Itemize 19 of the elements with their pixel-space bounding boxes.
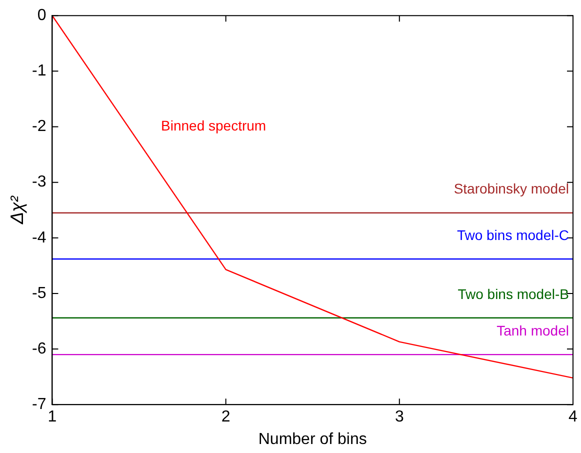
- x-tick-label: 3: [394, 408, 404, 426]
- series-label: Two bins model-B: [458, 286, 569, 302]
- y-axis-title: Δχ²: [7, 195, 27, 226]
- y-tick-label: -3: [32, 174, 46, 191]
- y-tick-label: -1: [32, 62, 46, 80]
- y-tick-label: -7: [32, 396, 46, 414]
- series-label: Binned spectrum: [161, 117, 266, 134]
- series-label: Two bins model-C: [456, 226, 569, 243]
- y-tick-label: -4: [32, 229, 46, 246]
- x-axis-title: Number of bins: [258, 430, 367, 448]
- y-tick-label: -5: [32, 284, 46, 302]
- y-tick-label: 0: [37, 7, 46, 24]
- x-tick-label: 2: [221, 408, 230, 426]
- y-tick-label: -6: [32, 340, 46, 358]
- x-tick-label: 4: [568, 408, 578, 426]
- y-tick-label: -2: [32, 118, 46, 136]
- series-label: Tanh model: [496, 322, 569, 338]
- x-tick-label: 1: [48, 408, 57, 426]
- series-label: Starobinsky model: [454, 180, 569, 197]
